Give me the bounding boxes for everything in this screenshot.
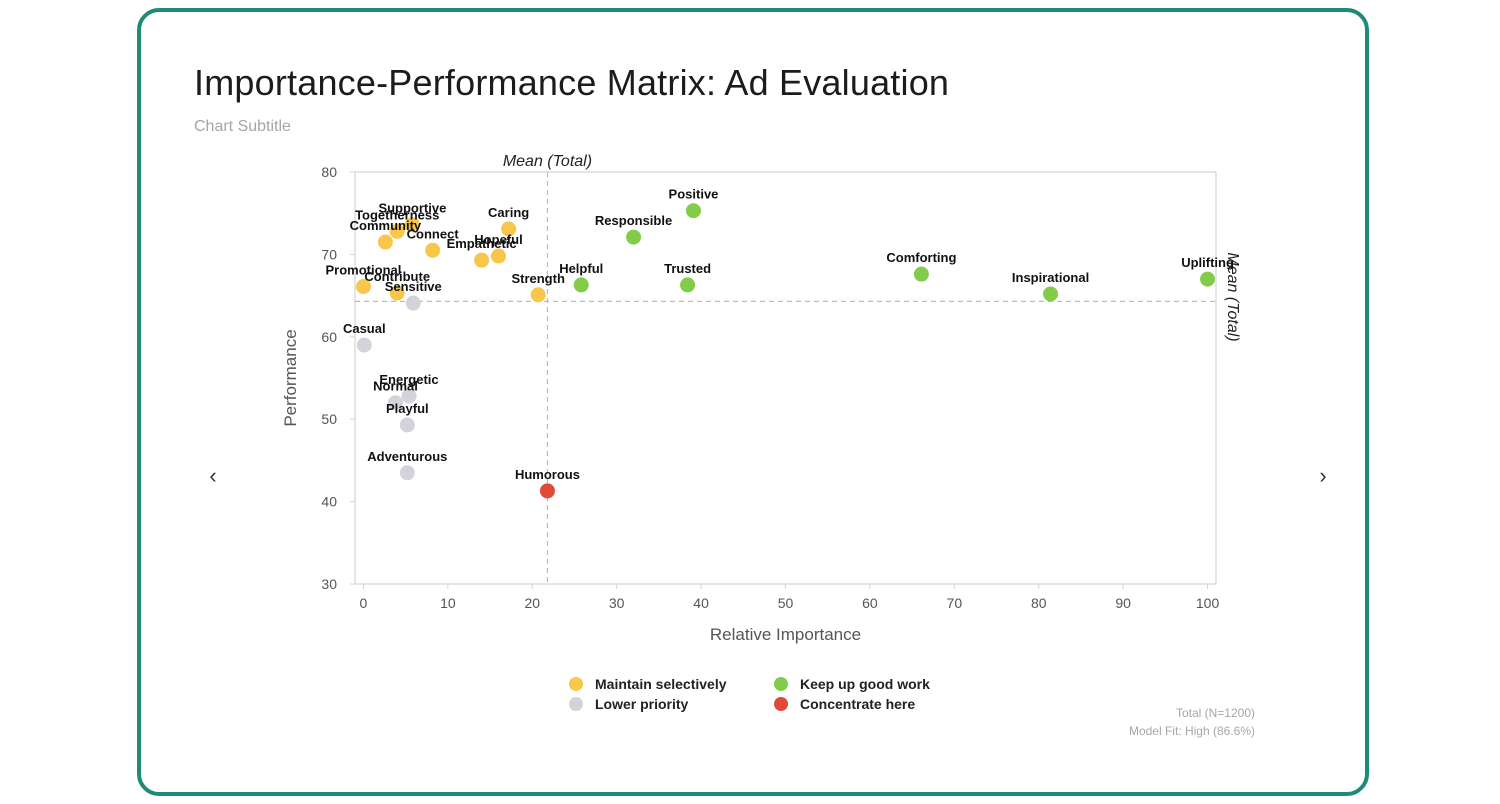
data-point[interactable] [1043,286,1059,302]
next-chart-button[interactable]: › [1311,463,1335,488]
data-point[interactable] [680,277,696,293]
x-tick-label: 50 [778,595,794,611]
data-label: Adventurous [367,449,447,464]
y-tick-label: 80 [321,164,337,180]
y-axis-title: Performance [281,329,300,426]
legend-item-lower[interactable]: Lower priority [569,696,774,712]
legend-swatch [774,697,788,711]
data-point[interactable] [356,337,372,353]
data-point[interactable] [404,217,420,233]
x-tick-label: 100 [1196,595,1220,611]
data-label: Empathetic [447,236,517,251]
data-point[interactable] [685,203,701,219]
data-point[interactable] [425,242,441,258]
x-tick-label: 70 [947,595,963,611]
data-label: Community [350,218,422,233]
data-point[interactable] [539,483,555,499]
data-point[interactable] [626,229,642,245]
data-label: Sensitive [385,279,442,294]
y-tick-label: 50 [321,411,337,427]
x-axis-title: Relative Importance [710,625,861,644]
legend-label: Concentrate here [800,696,916,712]
data-point[interactable] [389,285,405,301]
data-label: Positive [669,187,719,202]
x-tick-label: 40 [693,595,709,611]
data-label: Responsible [595,213,672,228]
legend-label: Lower priority [595,696,689,712]
data-label: Contribute [364,269,430,284]
data-point[interactable] [530,287,546,303]
data-label: Connect [407,226,460,241]
mean-x-label: Mean (Total) [503,153,592,170]
data-point[interactable] [388,395,404,411]
legend-label: Keep up good work [800,676,930,692]
data-point[interactable] [389,223,405,239]
data-point[interactable] [401,388,417,404]
data-point[interactable] [405,295,421,311]
y-tick-label: 70 [321,246,337,262]
legend-item-keep[interactable]: Keep up good work [774,676,974,692]
sample-size-note: Total (N=1200) [1175,706,1255,720]
data-label: Trusted [664,261,711,276]
data-point[interactable] [501,221,517,237]
chevron-right-icon: › [1319,463,1327,488]
data-point[interactable] [474,252,490,268]
data-label: Strength [511,271,565,286]
y-tick-label: 30 [321,576,337,592]
x-tick-label: 60 [862,595,878,611]
legend-swatch [569,697,583,711]
data-point[interactable] [355,279,371,295]
x-tick-label: 80 [1031,595,1047,611]
previous-chart-button[interactable]: ‹ [201,463,225,488]
mean-y-label: Mean (Total) [1224,252,1241,341]
chevron-left-icon: ‹ [209,463,217,488]
data-point[interactable] [913,266,929,282]
data-label: Promotional [326,263,402,278]
data-label: Energetic [379,372,438,387]
y-tick-label: 40 [321,494,337,510]
data-point[interactable] [399,465,415,481]
x-tick-label: 10 [440,595,456,611]
x-tick-label: 30 [609,595,625,611]
y-tick-label: 60 [321,329,337,345]
data-label: Uplifting [1181,255,1234,270]
chart-card: Importance-Performance Matrix: Ad Evalua… [137,8,1369,796]
data-point[interactable] [1200,271,1216,287]
chart-footer: Total (N=1200) Model Fit: High (86.6%) [1129,704,1255,740]
chart-legend: Maintain selectively Keep up good work L… [569,676,974,712]
x-tick-label: 0 [360,595,368,611]
data-point[interactable] [573,277,589,293]
data-label: Inspirational [1012,270,1089,285]
legend-item-concentrate[interactable]: Concentrate here [774,696,974,712]
legend-label: Maintain selectively [595,676,727,692]
data-point[interactable] [377,234,393,250]
x-tick-label: 20 [524,595,540,611]
data-label: Humorous [515,467,580,482]
data-label: Hopeful [474,232,522,247]
chart-subtitle: Chart Subtitle [194,118,291,135]
model-fit-note: Model Fit: High (86.6%) [1128,724,1255,738]
x-tick-label: 90 [1115,595,1131,611]
chart-title: Importance-Performance Matrix: Ad Evalua… [194,62,950,103]
data-point[interactable] [491,248,506,264]
legend-item-maintain[interactable]: Maintain selectively [569,676,774,692]
data-label: Supportive [378,201,446,216]
data-label: Caring [488,205,529,220]
data-label: Casual [343,321,386,336]
data-point[interactable] [399,417,415,433]
data-label: Comforting [886,250,956,265]
data-label: Normal [373,379,418,394]
data-label: Togetherness [355,207,439,222]
legend-swatch [774,677,788,691]
legend-swatch [569,677,583,691]
data-label: Helpful [559,261,603,276]
data-label: Playful [386,401,429,416]
